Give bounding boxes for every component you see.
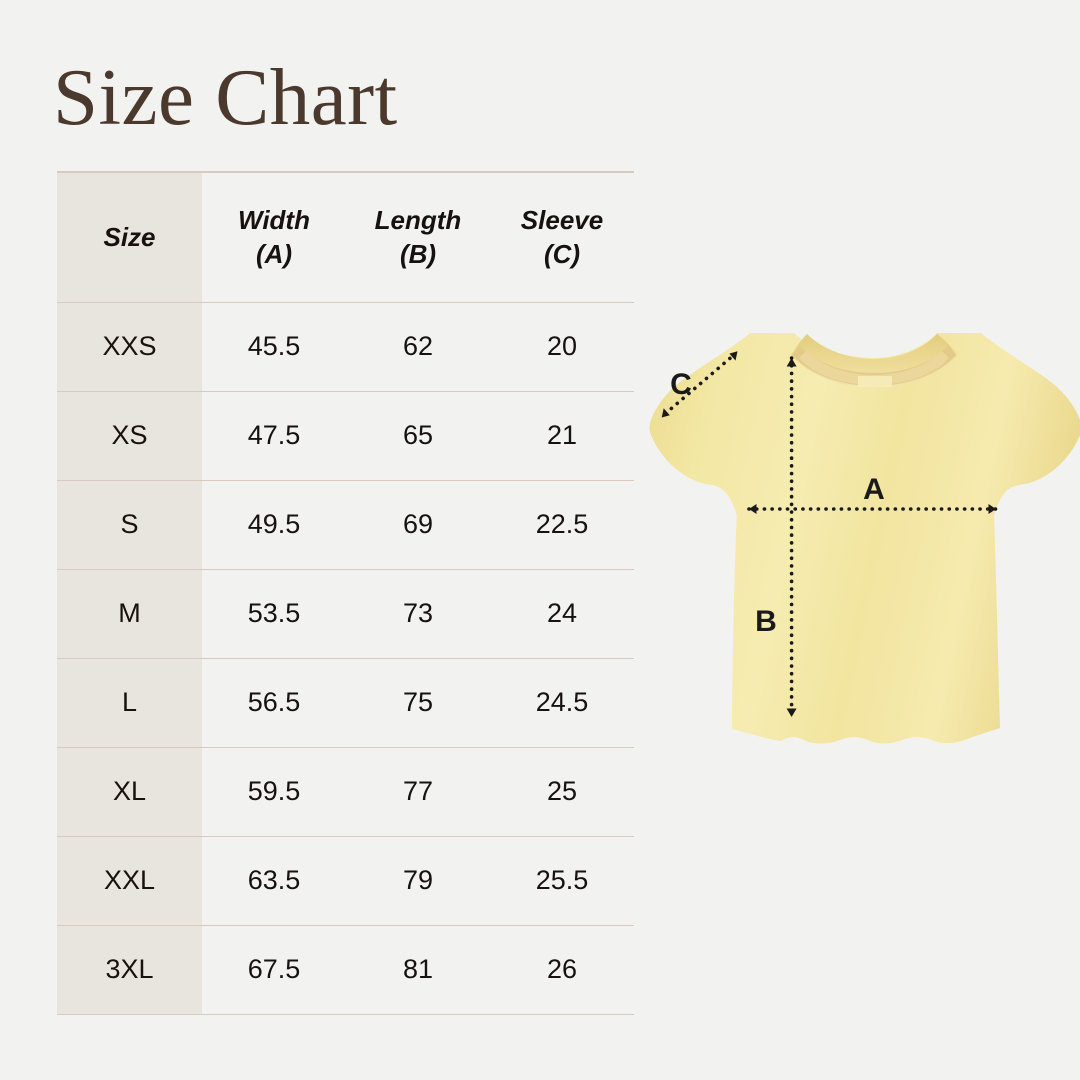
svg-text:B: B [755, 605, 777, 638]
svg-text:A: A [863, 473, 885, 506]
svg-text:C: C [670, 368, 692, 401]
